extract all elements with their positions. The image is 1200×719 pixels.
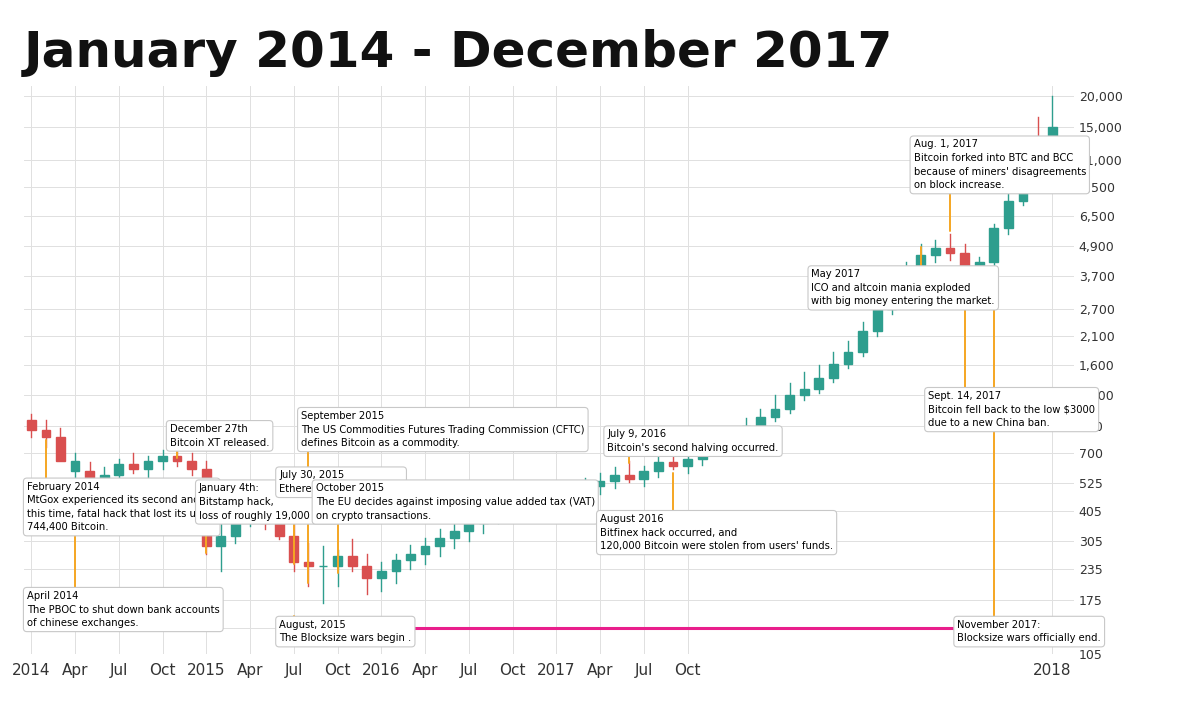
Bar bbox=[713, 443, 721, 449]
Bar bbox=[566, 494, 575, 501]
Bar bbox=[872, 309, 882, 331]
Bar bbox=[960, 252, 970, 279]
Text: July 9, 2016
Bitcoin's second halving occurred.: July 9, 2016 Bitcoin's second halving oc… bbox=[607, 429, 779, 453]
Bar bbox=[493, 508, 503, 515]
Bar bbox=[785, 395, 794, 408]
Bar bbox=[552, 501, 560, 503]
Bar bbox=[377, 571, 385, 578]
Bar bbox=[1019, 165, 1027, 201]
Bar bbox=[114, 464, 124, 475]
Bar bbox=[246, 515, 254, 518]
Bar bbox=[523, 496, 532, 502]
Text: May 2017
ICO and altcoin mania exploded
with big money entering the market.: May 2017 ICO and altcoin mania exploded … bbox=[811, 270, 995, 306]
Bar bbox=[917, 255, 925, 270]
Bar bbox=[902, 270, 911, 291]
Text: December 27th
Bitcoin XT released.: December 27th Bitcoin XT released. bbox=[170, 424, 269, 448]
Bar bbox=[187, 461, 196, 469]
Text: August, 2015
The Blocksize wars begin .: August, 2015 The Blocksize wars begin . bbox=[280, 620, 412, 644]
Bar bbox=[1048, 127, 1056, 158]
Bar bbox=[727, 434, 736, 443]
Bar bbox=[173, 456, 181, 461]
Bar bbox=[654, 462, 662, 471]
Bar bbox=[130, 464, 138, 469]
Bar bbox=[508, 502, 517, 508]
Bar bbox=[216, 536, 226, 546]
Bar bbox=[887, 291, 896, 309]
Bar bbox=[275, 523, 283, 536]
Text: Sept. 14, 2017
Bitcoin fell back to the low $3000
due to a new China ban.: Sept. 14, 2017 Bitcoin fell back to the … bbox=[928, 391, 1096, 429]
Bar bbox=[931, 248, 940, 255]
Text: February 2014
MtGox experienced its second and,
this time, fatal hack that lost : February 2014 MtGox experienced its seco… bbox=[26, 482, 216, 532]
Text: Aug. 1, 2017
Bitcoin forked into BTC and BCC
because of miners' disagreements
on: Aug. 1, 2017 Bitcoin forked into BTC and… bbox=[913, 139, 1086, 191]
Bar bbox=[611, 475, 619, 481]
Bar bbox=[800, 388, 809, 395]
Bar bbox=[289, 536, 298, 562]
Bar bbox=[334, 556, 342, 567]
Text: September 2015
The US Commodities Futures Trading Commission (CFTC)
defines Bitc: September 2015 The US Commodities Future… bbox=[301, 411, 584, 448]
Bar bbox=[829, 364, 838, 377]
Bar bbox=[144, 461, 152, 469]
Bar bbox=[1033, 158, 1042, 165]
Bar bbox=[595, 481, 605, 486]
Bar bbox=[990, 228, 998, 262]
Bar bbox=[668, 462, 677, 466]
Text: November 2017:
Blocksize wars officially end.: November 2017: Blocksize wars officially… bbox=[958, 620, 1102, 644]
Bar bbox=[56, 437, 65, 461]
Bar bbox=[697, 449, 707, 459]
Bar bbox=[421, 546, 430, 554]
Bar bbox=[844, 352, 852, 364]
Bar bbox=[756, 417, 764, 426]
Bar bbox=[974, 262, 984, 279]
Bar bbox=[391, 560, 401, 571]
Bar bbox=[362, 567, 371, 578]
Bar bbox=[464, 523, 473, 531]
Bar bbox=[348, 556, 356, 567]
Bar bbox=[304, 562, 313, 567]
Text: October 2015
The EU decides against imposing value added tax (VAT)
on crypto tra: October 2015 The EU decides against impo… bbox=[316, 483, 595, 521]
Bar bbox=[158, 456, 167, 461]
Text: August 2016
Bitfinex hack occurred, and
120,000 Bitcoin were stolen from users' : August 2016 Bitfinex hack occurred, and … bbox=[600, 514, 833, 551]
Bar bbox=[946, 248, 954, 252]
Bar bbox=[479, 515, 487, 523]
Bar bbox=[581, 486, 590, 494]
Bar bbox=[742, 426, 750, 434]
Bar bbox=[640, 471, 648, 480]
Bar bbox=[406, 554, 415, 560]
Bar bbox=[42, 429, 50, 437]
Bar bbox=[815, 377, 823, 388]
Bar bbox=[232, 518, 240, 536]
Bar bbox=[1004, 201, 1013, 228]
Bar bbox=[450, 531, 458, 538]
Bar bbox=[625, 475, 634, 480]
Bar bbox=[260, 515, 269, 523]
Bar bbox=[683, 459, 692, 466]
Bar bbox=[436, 538, 444, 546]
Text: July 30, 2015
Ethereum was launched.: July 30, 2015 Ethereum was launched. bbox=[280, 470, 403, 494]
Text: April 2014
The PBOC to shut down bank accounts
of chinese exchanges.: April 2014 The PBOC to shut down bank ac… bbox=[26, 591, 220, 628]
Bar bbox=[770, 408, 780, 417]
Text: January 2014 - December 2017: January 2014 - December 2017 bbox=[24, 29, 893, 77]
Bar bbox=[85, 471, 94, 485]
Bar bbox=[26, 420, 36, 429]
Bar bbox=[71, 461, 79, 471]
Bar bbox=[538, 496, 546, 503]
Bar bbox=[100, 475, 108, 485]
Bar bbox=[858, 331, 866, 352]
Text: January 4th:
Bitstamp hack,
loss of roughly 19,000 BTC.: January 4th: Bitstamp hack, loss of roug… bbox=[199, 483, 335, 521]
Bar bbox=[202, 469, 211, 546]
